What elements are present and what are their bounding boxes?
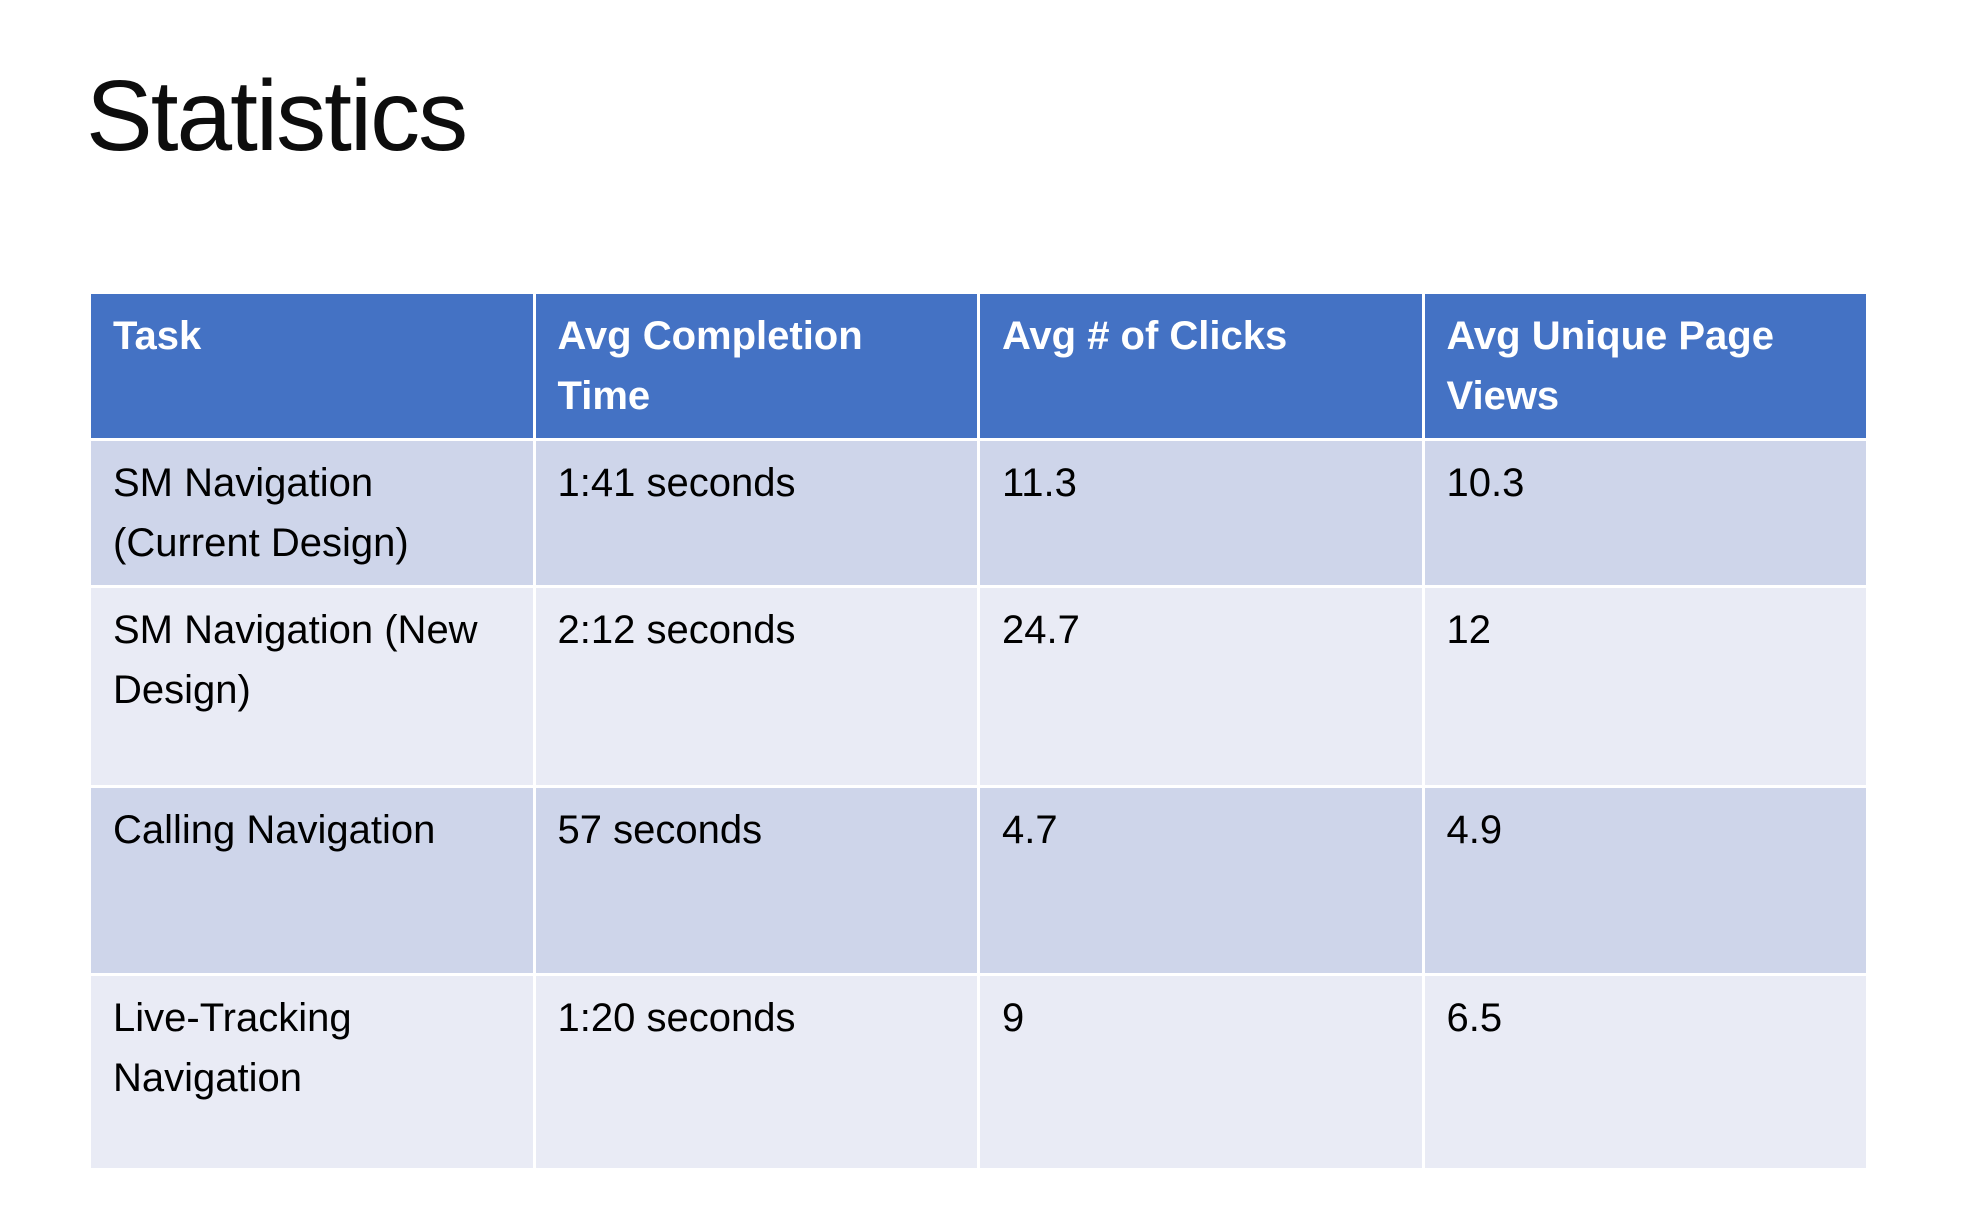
table-row-calling-navigation: Calling Navigation 57 seconds 4.7 4.9 bbox=[88, 785, 1869, 976]
cell-avg-completion-time: 57 seconds bbox=[532, 785, 980, 976]
cell-avg-num-clicks: 11.3 bbox=[977, 438, 1425, 588]
cell-avg-completion-time: 1:20 seconds bbox=[532, 973, 980, 1171]
statistics-table: Task Avg Completion Time Avg # of Clicks… bbox=[88, 291, 1869, 1171]
column-header-avg-unique-page-views: Avg Unique Page Views bbox=[1421, 291, 1869, 441]
cell-avg-num-clicks: 4.7 bbox=[977, 785, 1425, 976]
cell-avg-unique-page-views: 6.5 bbox=[1421, 973, 1869, 1171]
cell-task: SM Navigation (New Design) bbox=[88, 585, 536, 788]
cell-avg-unique-page-views: 4.9 bbox=[1421, 785, 1869, 976]
table-row-sm-navigation-new: SM Navigation (New Design) 2:12 seconds … bbox=[88, 585, 1869, 788]
cell-avg-num-clicks: 24.7 bbox=[977, 585, 1425, 788]
table-row-sm-navigation-current: SM Navigation (Current Design) 1:41 seco… bbox=[88, 438, 1869, 588]
column-header-avg-num-clicks: Avg # of Clicks bbox=[977, 291, 1425, 441]
cell-task: Calling Navigation bbox=[88, 785, 536, 976]
slide-title: Statistics bbox=[86, 60, 468, 172]
cell-task: Live-Tracking Navigation bbox=[88, 973, 536, 1171]
column-header-task: Task bbox=[88, 291, 536, 441]
column-header-avg-completion-time: Avg Completion Time bbox=[532, 291, 980, 441]
cell-avg-completion-time: 1:41 seconds bbox=[532, 438, 980, 588]
cell-avg-completion-time: 2:12 seconds bbox=[532, 585, 980, 788]
cell-avg-unique-page-views: 12 bbox=[1421, 585, 1869, 788]
table-row-live-tracking-navigation: Live-Tracking Navigation 1:20 seconds 9 … bbox=[88, 973, 1869, 1171]
cell-avg-num-clicks: 9 bbox=[977, 973, 1425, 1171]
cell-task: SM Navigation (Current Design) bbox=[88, 438, 536, 588]
table-header-row: Task Avg Completion Time Avg # of Clicks… bbox=[88, 291, 1869, 441]
cell-avg-unique-page-views: 10.3 bbox=[1421, 438, 1869, 588]
